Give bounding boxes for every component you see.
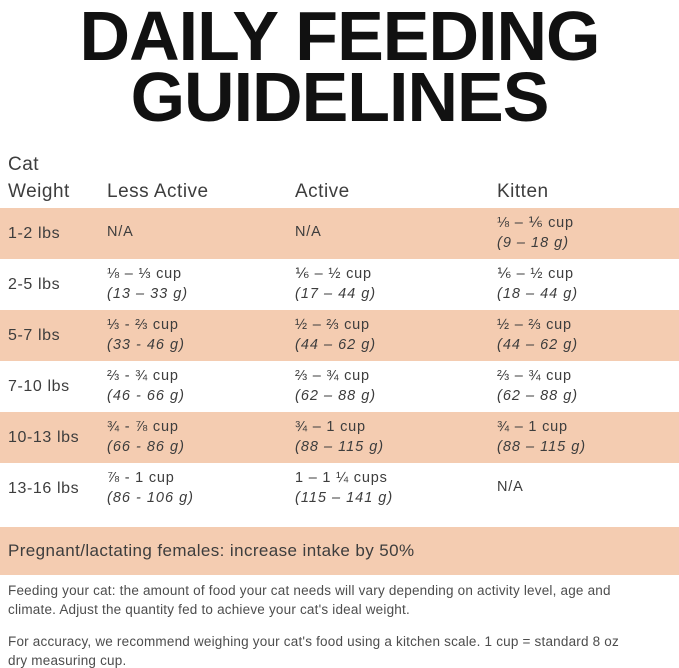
cell-active: ⅙ – ½ cup (17 – 44 g) — [295, 266, 497, 303]
grams-range: (88 – 115 g) — [497, 439, 587, 455]
grams-range: (86 - 106 g) — [107, 490, 194, 506]
cups-range: N/A — [497, 478, 524, 495]
cell-kitten: ½ – ⅔ cup (44 – 62 g) — [497, 317, 679, 354]
cups-range: ¾ – 1 cup — [295, 419, 366, 435]
table-row: 7-10 lbs ⅔ - ¾ cup (46 - 66 g) ⅔ – ¾ cup… — [0, 361, 679, 412]
grams-range: (13 – 33 g) — [107, 286, 189, 302]
pregnant-note-text: Pregnant/lactating females: increase int… — [8, 541, 415, 560]
cups-range: N/A — [107, 223, 134, 240]
grams-range: (18 – 44 g) — [497, 286, 579, 302]
grams-range: (62 – 88 g) — [497, 388, 579, 404]
grams-range: (9 – 18 g) — [497, 235, 570, 251]
cups-range: ¾ – 1 cup — [497, 419, 568, 435]
row-weight-label: 7-10 lbs — [8, 377, 70, 395]
cell-active: ⅔ – ¾ cup (62 – 88 g) — [295, 368, 497, 405]
cups-range: ⅙ – ½ cup — [497, 266, 574, 282]
cups-range: ½ – ⅔ cup — [295, 317, 370, 333]
cups-range: ⅔ – ¾ cup — [295, 368, 370, 384]
row-weight-label: 13-16 lbs — [8, 479, 80, 497]
cups-range: ⅛ – ⅙ cup — [497, 215, 574, 231]
table-row: 1-2 lbs N/A N/A ⅛ – ⅙ cup (9 – 18 g) — [0, 208, 679, 259]
grams-range: (88 – 115 g) — [295, 439, 385, 455]
cell-less-active: ¾ - ⅞ cup (66 - 86 g) — [107, 419, 295, 456]
footer-feeding-note: Feeding your cat: the amount of food you… — [8, 583, 611, 617]
header-cat-weight: Cat Weight — [8, 154, 70, 202]
cell-less-active: ⅔ - ¾ cup (46 - 66 g) — [107, 368, 295, 405]
cell-kitten: ⅙ – ½ cup (18 – 44 g) — [497, 266, 679, 303]
footer-accuracy-note: For accuracy, we recommend weighing your… — [8, 634, 619, 668]
header-active: Active — [295, 181, 350, 202]
cups-range: ⅛ – ⅓ cup — [107, 266, 182, 282]
cups-range: ⅔ – ¾ cup — [497, 368, 572, 384]
table-row: 13-16 lbs ⅞ - 1 cup (86 - 106 g) 1 – 1 ¼… — [0, 463, 679, 514]
row-weight-label: 1-2 lbs — [8, 224, 61, 242]
table-row: 10-13 lbs ¾ - ⅞ cup (66 - 86 g) ¾ – 1 cu… — [0, 412, 679, 463]
cell-kitten: ¾ – 1 cup (88 – 115 g) — [497, 419, 679, 456]
page-title: DAILY FEEDING GUIDELINES — [0, 0, 679, 136]
cell-active: ¾ – 1 cup (88 – 115 g) — [295, 419, 497, 456]
header-less-active: Less Active — [107, 181, 209, 202]
cell-less-active: N/A — [107, 224, 295, 244]
cups-range: ½ – ⅔ cup — [497, 317, 572, 333]
row-weight-label: 10-13 lbs — [8, 428, 80, 446]
grams-range: (44 – 62 g) — [497, 337, 579, 353]
cups-range: 1 – 1 ¼ cups — [295, 470, 388, 486]
table-row: 2-5 lbs ⅛ – ⅓ cup (13 – 33 g) ⅙ – ½ cup … — [0, 259, 679, 310]
table-row: 5-7 lbs ⅓ - ⅔ cup (33 - 46 g) ½ – ⅔ cup … — [0, 310, 679, 361]
header-kitten: Kitten — [497, 181, 549, 202]
cell-active: 1 – 1 ¼ cups (115 – 141 g) — [295, 470, 497, 507]
cups-range: ⅔ - ¾ cup — [107, 368, 179, 384]
grams-range: (66 - 86 g) — [107, 439, 185, 455]
pregnant-note-band: Pregnant/lactating females: increase int… — [0, 527, 679, 575]
grams-range: (46 - 66 g) — [107, 388, 185, 404]
cell-less-active: ⅓ - ⅔ cup (33 - 46 g) — [107, 317, 295, 354]
row-weight-label: 2-5 lbs — [8, 275, 61, 293]
cups-range: ¾ - ⅞ cup — [107, 419, 179, 435]
cell-kitten: ⅔ – ¾ cup (62 – 88 g) — [497, 368, 679, 405]
grams-range: (62 – 88 g) — [295, 388, 377, 404]
cell-kitten: N/A — [497, 479, 679, 499]
grams-range: (17 – 44 g) — [295, 286, 377, 302]
row-weight-label: 5-7 lbs — [8, 326, 61, 344]
cups-range: N/A — [295, 223, 322, 240]
table-header-row: Cat Weight Less Active Active Kitten — [0, 150, 679, 208]
cups-range: ⅓ - ⅔ cup — [107, 317, 179, 333]
grams-range: (33 - 46 g) — [107, 337, 185, 353]
cell-active: ½ – ⅔ cup (44 – 62 g) — [295, 317, 497, 354]
cups-range: ⅙ – ½ cup — [295, 266, 372, 282]
cups-range: ⅞ - 1 cup — [107, 470, 175, 486]
cell-less-active: ⅞ - 1 cup (86 - 106 g) — [107, 470, 295, 507]
page-title-line2: GUIDELINES — [130, 58, 550, 136]
grams-range: (115 – 141 g) — [295, 490, 394, 506]
grams-range: (44 – 62 g) — [295, 337, 377, 353]
page-title-line1: DAILY FEEDING — [79, 0, 601, 75]
cell-active: N/A — [295, 224, 497, 244]
cell-kitten: ⅛ – ⅙ cup (9 – 18 g) — [497, 215, 679, 252]
cell-less-active: ⅛ – ⅓ cup (13 – 33 g) — [107, 266, 295, 303]
